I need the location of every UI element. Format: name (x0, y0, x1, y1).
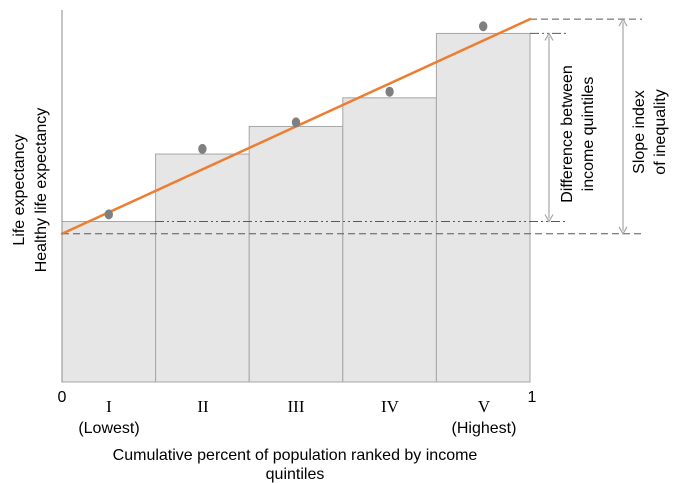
x-sublabel-lowest: (Lowest) (78, 420, 139, 437)
data-point-4 (385, 86, 394, 97)
difference-annotation-line-2: income quintiles (580, 77, 597, 192)
bars-layer (61, 32, 531, 383)
x-tick-label-5: V (478, 397, 491, 416)
annotation-layer (544, 17, 628, 235)
x-end-label: 1 (528, 389, 537, 406)
bar-4 (342, 97, 437, 383)
data-point-1 (104, 209, 114, 220)
x-sublabel-highest: (Highest) (452, 420, 517, 437)
slope-index-arrow-head-bottom (618, 226, 628, 235)
bar-5 (435, 32, 531, 383)
data-point-5 (479, 21, 488, 32)
y-axis-title-line-2: Healthy life expectancy (33, 108, 50, 273)
bar-2 (155, 153, 250, 383)
data-point-3 (291, 117, 301, 128)
x-tick-label-4: IV (381, 397, 400, 416)
x-tick-label-3: III (288, 397, 305, 416)
difference-arrow-head-top (544, 32, 554, 41)
y-axis-title-line-1: Life expectancy (11, 134, 28, 245)
x-tick-label-1: I (106, 397, 112, 416)
data-point-2 (198, 143, 207, 154)
difference-arrow-head-bottom (544, 214, 554, 223)
difference-annotation-line-1: Difference between (559, 65, 576, 203)
slope-index-arrow-head-top (618, 17, 628, 27)
slope-index-annotation-line-1: Slope index (631, 90, 648, 174)
points-layer (104, 21, 488, 220)
slope-index-annotation-line-2: of inequality (652, 89, 669, 174)
bar-3 (248, 125, 344, 383)
x-axis-title-line-2: quintiles (266, 466, 325, 483)
bar-1 (61, 221, 157, 383)
x-axis-title-line-1: Cumulative percent of population ranked … (113, 447, 478, 464)
x-tick-label-2: II (197, 397, 209, 416)
x-start-label: 0 (58, 389, 67, 406)
